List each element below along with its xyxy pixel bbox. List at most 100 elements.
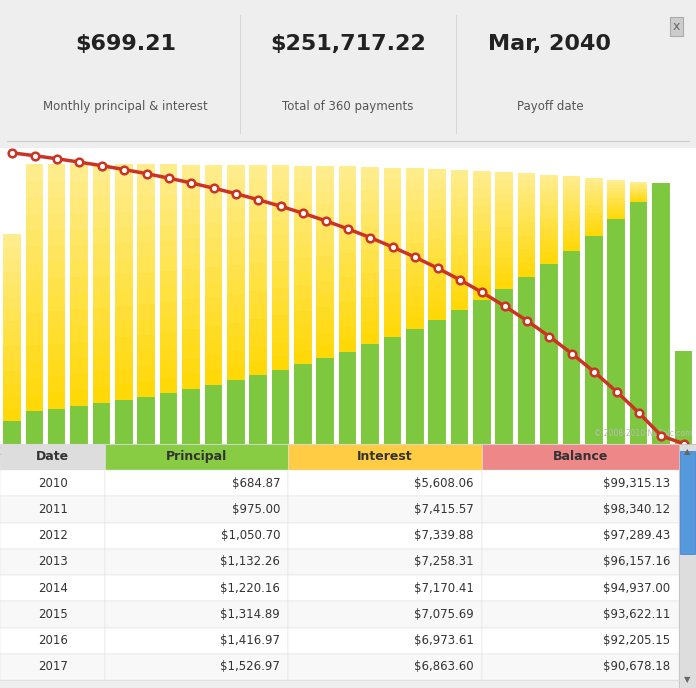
Bar [317, 345, 335, 358]
Bar [70, 358, 88, 374]
Bar [451, 273, 469, 282]
Bar [271, 247, 290, 261]
Bar [182, 359, 200, 374]
Text: $1,314.89: $1,314.89 [221, 608, 280, 621]
Bar [227, 308, 245, 323]
Bar [93, 164, 111, 180]
Bar [406, 190, 425, 200]
Bar [105, 549, 288, 575]
Bar [562, 246, 581, 250]
Bar [3, 297, 22, 309]
Bar [406, 179, 425, 190]
Bar [496, 242, 514, 250]
Bar [205, 282, 223, 297]
Bar [339, 204, 357, 216]
Bar [105, 601, 288, 627]
Text: $97,289.43: $97,289.43 [603, 529, 670, 542]
Bar [48, 311, 66, 327]
Text: ▲: ▲ [684, 447, 690, 456]
Bar [249, 165, 268, 375]
Bar [518, 215, 536, 222]
Bar [630, 186, 648, 188]
Bar [585, 228, 603, 232]
Bar [406, 297, 425, 308]
Bar [473, 248, 491, 257]
Bar [48, 376, 66, 392]
Bar [518, 242, 536, 250]
Bar [562, 211, 581, 216]
Bar [160, 164, 178, 180]
Bar [473, 214, 491, 222]
Bar [317, 268, 335, 281]
Text: $90,678.18: $90,678.18 [603, 660, 670, 674]
Bar [540, 175, 559, 264]
Bar [93, 244, 111, 260]
Bar [160, 363, 178, 378]
Bar [137, 350, 156, 365]
Bar [115, 275, 134, 290]
Bar [451, 170, 469, 179]
Bar [406, 308, 425, 318]
Bar [115, 243, 134, 259]
Bar [3, 247, 22, 259]
Bar [0, 601, 105, 627]
Bar [294, 179, 313, 192]
Bar [70, 342, 88, 358]
Bar [48, 181, 66, 197]
Bar [70, 325, 88, 342]
Bar [361, 273, 379, 286]
Bar [182, 299, 200, 314]
Bar [630, 189, 648, 190]
Text: $699.21: $699.21 [74, 34, 176, 54]
Bar [271, 343, 290, 356]
Bar [288, 627, 482, 654]
Bar [160, 271, 178, 286]
Bar [115, 212, 134, 227]
Bar [93, 196, 111, 212]
Bar [317, 358, 335, 444]
Bar [227, 380, 245, 444]
Bar [48, 164, 66, 409]
Bar [473, 292, 491, 300]
Bar [562, 236, 581, 241]
Bar [562, 226, 581, 230]
Bar [115, 400, 134, 444]
Bar [406, 222, 425, 233]
Bar [271, 206, 290, 219]
Text: ▼: ▼ [684, 676, 690, 685]
Bar [160, 164, 178, 393]
Bar [317, 217, 335, 230]
Bar [294, 351, 313, 364]
Bar [540, 252, 559, 259]
Bar [496, 195, 514, 203]
Bar [451, 170, 469, 310]
Bar [249, 305, 268, 319]
Bar [428, 199, 447, 209]
Bar [288, 496, 482, 523]
Bar [317, 307, 335, 320]
Bar [540, 204, 559, 211]
Text: $975.00: $975.00 [232, 503, 280, 516]
Bar [294, 325, 313, 338]
Bar [3, 284, 22, 297]
Bar [608, 206, 626, 209]
Text: 2014: 2014 [38, 581, 68, 594]
Bar [137, 242, 156, 257]
Bar [48, 294, 66, 311]
Bar [585, 178, 603, 182]
Bar [496, 250, 514, 258]
Bar [406, 168, 425, 329]
Bar [317, 332, 335, 345]
Bar [608, 185, 626, 188]
Bar [93, 308, 111, 323]
Bar [361, 167, 379, 179]
Bar [562, 191, 581, 196]
Bar [562, 241, 581, 246]
Bar [249, 361, 268, 375]
Bar [406, 233, 425, 243]
Bar [182, 164, 200, 180]
Text: $1,050.70: $1,050.70 [221, 529, 280, 542]
Bar [0, 470, 105, 496]
Bar [585, 208, 603, 213]
Text: Monthly principal & interest: Monthly principal & interest [43, 100, 207, 113]
